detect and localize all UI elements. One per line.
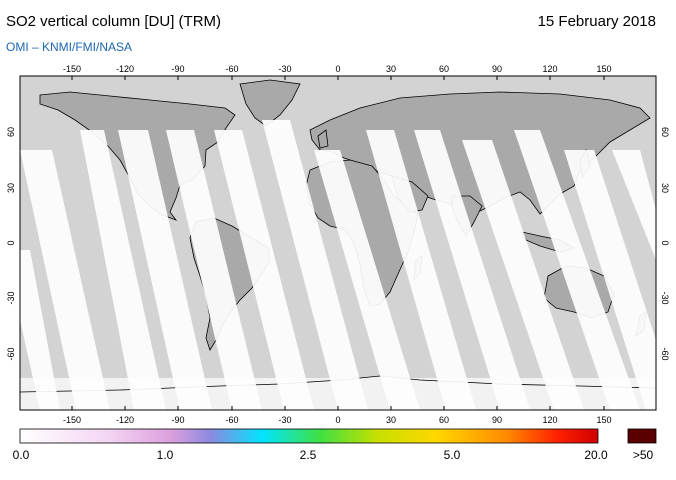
lon-label: 0 <box>335 415 340 425</box>
lon-label: 150 <box>596 64 611 74</box>
colorbar-label: 0.0 <box>12 448 30 462</box>
lat-label: 0 <box>6 240 16 245</box>
colorbar-label: 20.0 <box>584 448 608 462</box>
satellite-swaths <box>20 120 656 410</box>
lon-labels-bottom: -150 -120 -90 -60 -30 0 30 60 90 120 150 <box>63 415 612 425</box>
lon-label: 30 <box>386 415 396 425</box>
lon-label: -150 <box>63 64 81 74</box>
colorbar-overflow-swatch <box>627 428 657 444</box>
lon-label: 90 <box>492 64 502 74</box>
lon-labels-top: -150 -120 -90 -60 -30 0 30 60 90 120 150 <box>63 64 612 74</box>
lat-label: 0 <box>660 240 670 245</box>
lat-label: -60 <box>6 347 16 360</box>
lon-label: 60 <box>439 64 449 74</box>
lat-label: 60 <box>660 127 670 137</box>
lat-label: 30 <box>6 183 16 193</box>
lon-label: 0 <box>335 64 340 74</box>
uk <box>317 129 329 149</box>
lon-label: 120 <box>542 415 557 425</box>
lon-label: -150 <box>63 415 81 425</box>
colorbar-label: >50 <box>632 448 654 462</box>
colorbar <box>19 428 599 444</box>
lon-label: -30 <box>278 415 291 425</box>
lon-label: -90 <box>171 64 184 74</box>
colorbar-label: 1.0 <box>156 448 174 462</box>
lat-label: -60 <box>660 347 670 360</box>
lon-label: 120 <box>542 64 557 74</box>
colorbar-labels: 0.0 1.0 2.5 5.0 20.0 >50 <box>0 448 676 468</box>
lon-label: -60 <box>225 64 238 74</box>
lon-label: -60 <box>225 415 238 425</box>
lat-labels-left: 60 30 0 -30 -60 <box>6 127 16 361</box>
lon-label: -30 <box>278 64 291 74</box>
map-title: SO2 vertical column [DU] (TRM) <box>6 13 222 30</box>
lon-label: 150 <box>596 415 611 425</box>
colorbar-label: 5.0 <box>443 448 461 462</box>
lon-label: 90 <box>492 415 502 425</box>
lon-label: 60 <box>439 415 449 425</box>
lat-label: 30 <box>660 183 670 193</box>
lon-label: -120 <box>116 64 134 74</box>
greenland <box>239 79 301 127</box>
lon-label: -90 <box>171 415 184 425</box>
map-date: 15 February 2018 <box>537 13 656 30</box>
lat-label: 60 <box>6 127 16 137</box>
lon-label: 30 <box>386 64 396 74</box>
lat-labels-right: 60 30 0 -30 -60 <box>660 127 670 361</box>
lat-label: -30 <box>660 291 670 304</box>
map-credit: OMI – KNMI/FMI/NASA <box>6 40 133 54</box>
lon-ticks-top <box>71 76 605 410</box>
lon-label: -120 <box>116 415 134 425</box>
lat-label: -30 <box>6 291 16 304</box>
colorbar-label: 2.5 <box>299 448 317 462</box>
